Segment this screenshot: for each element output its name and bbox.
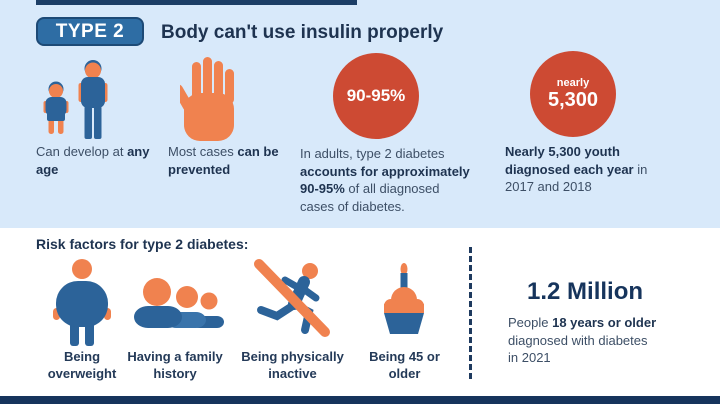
fact-prevented: Most cases can be prevented xyxy=(168,143,298,178)
fact-prevented-bold: can be prevented xyxy=(168,144,279,177)
fact-any-age-bold: any age xyxy=(36,144,150,177)
vertical-dashed-divider xyxy=(469,247,472,379)
youth-circle-top: nearly xyxy=(556,77,590,89)
fact-adults-percent: In adults, type 2 diabetes accounts for … xyxy=(300,146,470,214)
youth-circle-value: 5,300 xyxy=(547,89,599,111)
stat-desc-post: diagnosed with diabetes in 2021 xyxy=(508,332,648,366)
stat-desc-pre: People xyxy=(508,315,553,330)
fact-any-age-text: Can develop at xyxy=(36,144,128,159)
percent-circle-label: 90-95% xyxy=(346,86,406,105)
fact-any-age: Can develop at any age xyxy=(36,143,156,178)
overweight-person-icon xyxy=(53,259,111,346)
stat-desc-bold: 18 years or older xyxy=(552,315,657,330)
type2-badge-label: TYPE 2 xyxy=(55,20,125,42)
family-icon xyxy=(134,278,224,328)
risk-label-age45: Being 45 or older xyxy=(369,349,440,381)
fact-prevented-text: Most cases xyxy=(168,144,238,159)
risk-section-heading: Risk factors for type 2 diabetes: xyxy=(36,236,249,252)
percent-circle-badge: 90-95% xyxy=(333,53,419,139)
fact-youth: Nearly 5,300 youth diagnosed each year i… xyxy=(505,143,665,196)
fact-adults-text: In adults, type 2 diabetes xyxy=(300,146,445,161)
raised-hand-icon xyxy=(180,57,234,141)
stat-value: 1.2 Million xyxy=(527,278,644,305)
risk-label-inactive: Being physically inactive xyxy=(241,349,344,381)
adult-and-child-icon xyxy=(43,60,108,139)
fact-youth-text: in 2017 and 2018 xyxy=(505,161,648,195)
fact-adults-bold: accounts for approximately 90-95% xyxy=(300,163,470,197)
type2-badge: TYPE 2 xyxy=(36,17,144,46)
no-running-icon xyxy=(254,259,330,337)
cupcake-candle-icon xyxy=(384,263,424,334)
fact-youth-bold: Nearly 5,300 youth diagnosed each year xyxy=(505,144,634,177)
risk-label-overweight: Being overweight xyxy=(47,349,117,381)
stat-description: People 18 years or older diagnosed with … xyxy=(508,314,660,367)
footer-accent-bar xyxy=(0,396,720,404)
youth-circle-badge: nearly 5,300 xyxy=(530,51,616,137)
top-accent-bar xyxy=(36,0,357,5)
page-title: Body can't use insulin properly xyxy=(161,22,444,43)
risk-label-family: Having a family history xyxy=(127,349,223,381)
